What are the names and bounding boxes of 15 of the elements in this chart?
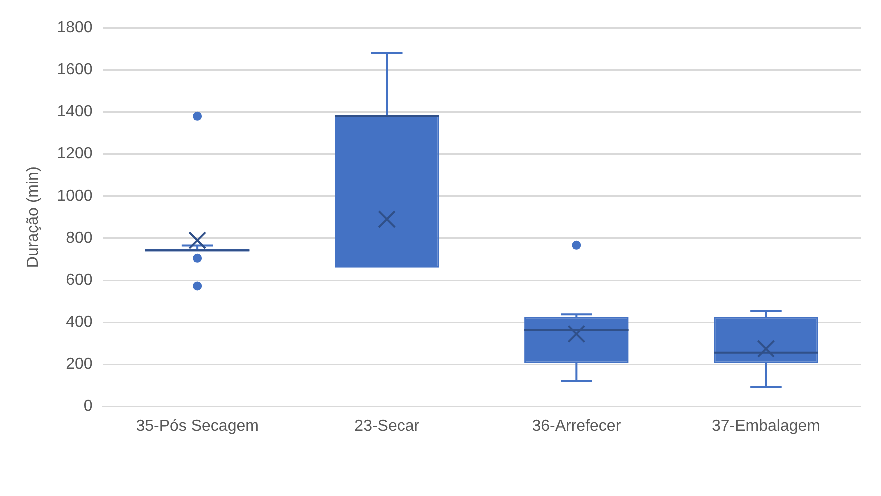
y-tick-label: 1400 [57,104,93,121]
y-tick-label: 400 [66,314,93,332]
x-tick-label: 35-Pós Secagem [136,418,259,435]
x-tick-label: 23-Secar [354,418,420,435]
y-tick-label: 200 [66,356,93,374]
y-tick-label: 800 [66,230,93,247]
x-tick-label: 37-Embalagem [712,418,820,435]
y-tick-label: 1600 [57,61,93,78]
y-axis-title: Duração (min) [25,166,42,268]
x-tick-label: 36-Arrefecer [532,418,622,435]
y-tick-label: 1000 [57,188,93,205]
y-tick-label: 600 [66,272,93,289]
y-tick-label: 1200 [57,146,93,163]
y-tick-label: 0 [84,398,93,416]
y-tick-label: 1800 [57,19,93,36]
